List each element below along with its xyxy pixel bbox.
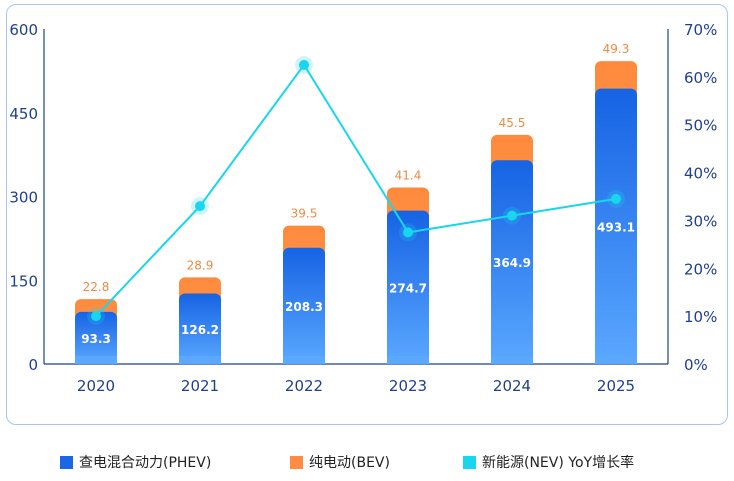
bar-phev (179, 293, 221, 364)
x-tick-label: 2024 (493, 377, 531, 395)
yoy-line (95, 63, 617, 317)
data-label-bev: 22.8 (83, 280, 110, 294)
left-tick-label: 450 (9, 105, 38, 123)
legend-swatch-nev-yoy (463, 455, 476, 469)
data-label-phev: 126.2 (181, 323, 219, 337)
bar-phev (491, 160, 533, 364)
yoy-point (611, 193, 621, 204)
label-layer: 22.8 93.3 28.9 126.2 39.5 208.3 41.4 274.7 45.5 3… (81, 42, 635, 346)
yoy-point (195, 201, 205, 212)
x-tick-label: 2020 (77, 377, 115, 395)
left-tick-label: 300 (9, 189, 38, 207)
legend-item-phev: 查电混合动力(PHEV) (60, 452, 211, 472)
legend-label-phev: 查电混合动力(PHEV) (79, 455, 212, 471)
yoy-point (403, 227, 413, 238)
bar-phev (595, 88, 637, 364)
x-tick-label: 2025 (597, 377, 635, 395)
bar-phev-base (75, 356, 117, 364)
right-tick-label: 60% (684, 69, 717, 87)
right-tick-label: 40% (684, 165, 717, 183)
data-label-bev: 49.3 (603, 42, 630, 56)
bar-phev-base (595, 356, 637, 364)
axes: 0 150 300 450 600 0% 10% 20% 30% 40% 50% 60% 70% 2020… (9, 21, 717, 395)
bar-phev-base (283, 356, 325, 364)
bar-layer (75, 61, 637, 364)
right-tick-label: 70% (684, 21, 717, 39)
legend-label-bev: 纯电动(BEV) (309, 455, 390, 471)
bar-phev-base (491, 356, 533, 364)
data-label-phev: 493.1 (597, 220, 635, 234)
bar-phev-base (387, 356, 429, 364)
bar-phev (283, 247, 325, 364)
legend: 查电混合动力(PHEV) 纯电动(BEV) 新能源(NEV) YoY增长率 (0, 452, 734, 476)
data-label-bev: 45.5 (499, 116, 526, 130)
data-label-bev: 41.4 (395, 169, 422, 183)
right-tick-label: 30% (684, 212, 717, 230)
bar-phev (75, 311, 117, 364)
left-tick-label: 150 (9, 272, 38, 290)
data-label-phev: 364.9 (493, 256, 531, 270)
left-tick-label: 0 (28, 356, 38, 374)
data-label-phev: 208.3 (285, 300, 323, 314)
chart-canvas: 0 150 300 450 600 0% 10% 20% 30% 40% 50% 60% 70% 2020… (9, 21, 717, 395)
yoy-point (507, 210, 517, 221)
right-tick-label: 20% (684, 260, 717, 278)
right-tick-label: 10% (684, 308, 717, 326)
bar-phev (387, 210, 429, 364)
legend-swatch-phev (60, 455, 73, 469)
line-layer (87, 55, 625, 326)
data-label-phev: 274.7 (389, 281, 427, 295)
data-label-bev: 28.9 (187, 258, 214, 272)
yoy-point (91, 311, 101, 322)
data-label-phev: 93.3 (81, 332, 111, 346)
left-tick-label: 600 (9, 21, 38, 39)
legend-swatch-bev (290, 455, 303, 469)
chart-frame (6, 4, 728, 425)
legend-item-bev: 纯电动(BEV) (290, 452, 390, 472)
bar-phev-base (179, 356, 221, 364)
x-tick-label: 2023 (389, 377, 427, 395)
yoy-point (299, 59, 309, 70)
legend-item-nev-yoy: 新能源(NEV) YoY增长率 (463, 452, 634, 472)
data-label-bev: 39.5 (291, 207, 318, 221)
right-tick-label: 50% (684, 117, 717, 135)
right-tick-label: 0% (684, 356, 708, 374)
legend-label-nev-yoy: 新能源(NEV) YoY增长率 (482, 455, 635, 471)
x-tick-label: 2022 (285, 377, 323, 395)
x-tick-label: 2021 (181, 377, 219, 395)
